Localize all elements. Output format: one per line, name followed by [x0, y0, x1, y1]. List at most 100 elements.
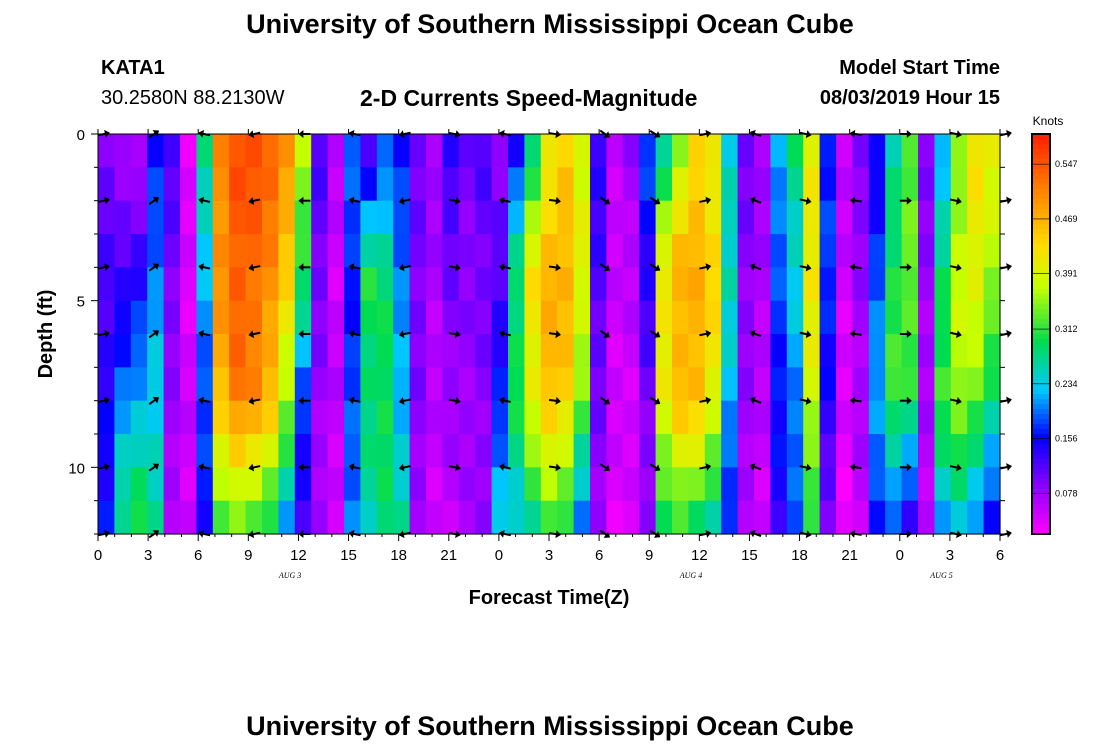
heatmap-cell — [770, 434, 788, 468]
heatmap-cell — [819, 467, 837, 502]
heatmap-cell — [786, 400, 804, 435]
heatmap-cell — [573, 200, 591, 235]
current-arrow — [198, 329, 211, 338]
heatmap-cell — [721, 200, 739, 235]
heatmap-cell — [934, 134, 952, 168]
heatmap-cell — [704, 300, 722, 335]
heatmap-cell — [885, 267, 903, 302]
colorbar-segment — [1032, 254, 1050, 260]
heatmap-cell — [885, 467, 903, 502]
colorbar-segment — [1032, 324, 1050, 330]
heatmap-cell — [639, 134, 657, 168]
colorbar-segment — [1032, 399, 1050, 405]
heatmap-cell — [721, 500, 739, 535]
heatmap-cell — [606, 300, 624, 335]
heatmap-cell — [114, 434, 132, 468]
heatmap-cell — [180, 467, 197, 502]
heatmap-cell — [852, 400, 870, 435]
heatmap-cell — [98, 200, 115, 235]
heatmap-cell — [885, 334, 903, 368]
heatmap-cell — [688, 200, 706, 235]
heatmap-cell — [475, 400, 493, 435]
heatmap-cell — [836, 200, 853, 235]
heatmap-cell — [130, 200, 148, 235]
heatmap-cell — [918, 400, 935, 435]
heatmap-cell — [409, 334, 427, 368]
heatmap-cell — [163, 400, 181, 435]
heatmap-cell — [163, 167, 181, 202]
colorbar-segment — [1032, 389, 1050, 395]
heatmap-cell — [311, 267, 329, 302]
heatmap-cell — [852, 134, 870, 168]
heatmap-cell — [360, 167, 378, 202]
heatmap-cell — [508, 400, 525, 435]
heatmap-cell — [458, 467, 476, 502]
current-arrow — [398, 463, 411, 472]
heatmap-cell — [212, 334, 230, 368]
heatmap-cell — [212, 267, 230, 302]
heatmap-cell — [983, 367, 1001, 402]
heatmap-cell — [852, 300, 870, 335]
current-arrow — [198, 396, 211, 405]
heatmap-cell — [672, 434, 689, 468]
current-arrow — [348, 463, 361, 472]
heatmap-cell — [180, 334, 197, 368]
heatmap-cell — [393, 234, 411, 268]
heatmap-cell — [803, 267, 821, 302]
heatmap-cell — [114, 234, 132, 268]
heatmap-cell — [934, 300, 952, 335]
heatmap-cell — [540, 400, 558, 435]
heatmap-cell — [245, 200, 263, 235]
heatmap-cell — [360, 367, 378, 402]
heatmap-cell — [98, 434, 115, 468]
heatmap-cell — [655, 234, 673, 268]
heatmap-cell — [229, 500, 247, 535]
x-tick-label: 21 — [440, 547, 457, 564]
heatmap-cell — [622, 267, 640, 302]
heatmap-cell — [262, 467, 279, 502]
heatmap-cell — [360, 434, 378, 468]
heatmap-cell — [721, 134, 739, 168]
heatmap-cell — [344, 300, 361, 335]
heatmap-cell — [540, 234, 558, 268]
heatmap-cell — [196, 200, 214, 235]
heatmap-cell — [885, 400, 903, 435]
heatmap-cell — [803, 167, 821, 202]
heatmap-cell — [491, 500, 509, 535]
colorbar-segment — [1032, 404, 1050, 410]
heatmap-cell — [147, 300, 165, 335]
colorbar-segment — [1032, 219, 1050, 225]
heatmap-cell — [934, 234, 952, 268]
heatmap-cell — [426, 167, 443, 202]
heatmap-cell — [983, 500, 1001, 535]
model-start-label: Model Start Time — [839, 57, 1000, 79]
current-arrow — [699, 329, 712, 338]
heatmap-cell — [885, 367, 903, 402]
heatmap-cell — [655, 300, 673, 335]
heatmap-cell — [294, 234, 312, 268]
colorbar-segment — [1032, 514, 1050, 520]
heatmap-cell — [754, 300, 771, 335]
colorbar-segment — [1032, 194, 1050, 200]
current-arrow — [699, 396, 712, 405]
heatmap-cell — [672, 334, 689, 368]
heatmap-cell — [491, 334, 509, 368]
colorbar-segment — [1032, 319, 1050, 325]
heatmap-cell — [327, 200, 345, 235]
heatmap-cell — [704, 267, 722, 302]
current-arrow — [148, 263, 160, 272]
heatmap-cell — [229, 367, 247, 402]
heatmap-cell — [737, 300, 755, 335]
heatmap-cell — [770, 267, 788, 302]
page-title: University of Southern Mississippi Ocean… — [246, 9, 854, 39]
heatmap-cell — [606, 134, 624, 168]
heatmap-cell — [262, 334, 279, 368]
heatmap-cell — [294, 300, 312, 335]
current-arrow — [799, 330, 812, 339]
colorbar-segment — [1032, 439, 1050, 445]
heatmap-cell — [950, 134, 968, 168]
heatmap-cell — [147, 134, 165, 168]
current-arrow — [949, 263, 962, 272]
heatmap-cell — [409, 467, 427, 502]
heatmap-cell — [540, 467, 558, 502]
